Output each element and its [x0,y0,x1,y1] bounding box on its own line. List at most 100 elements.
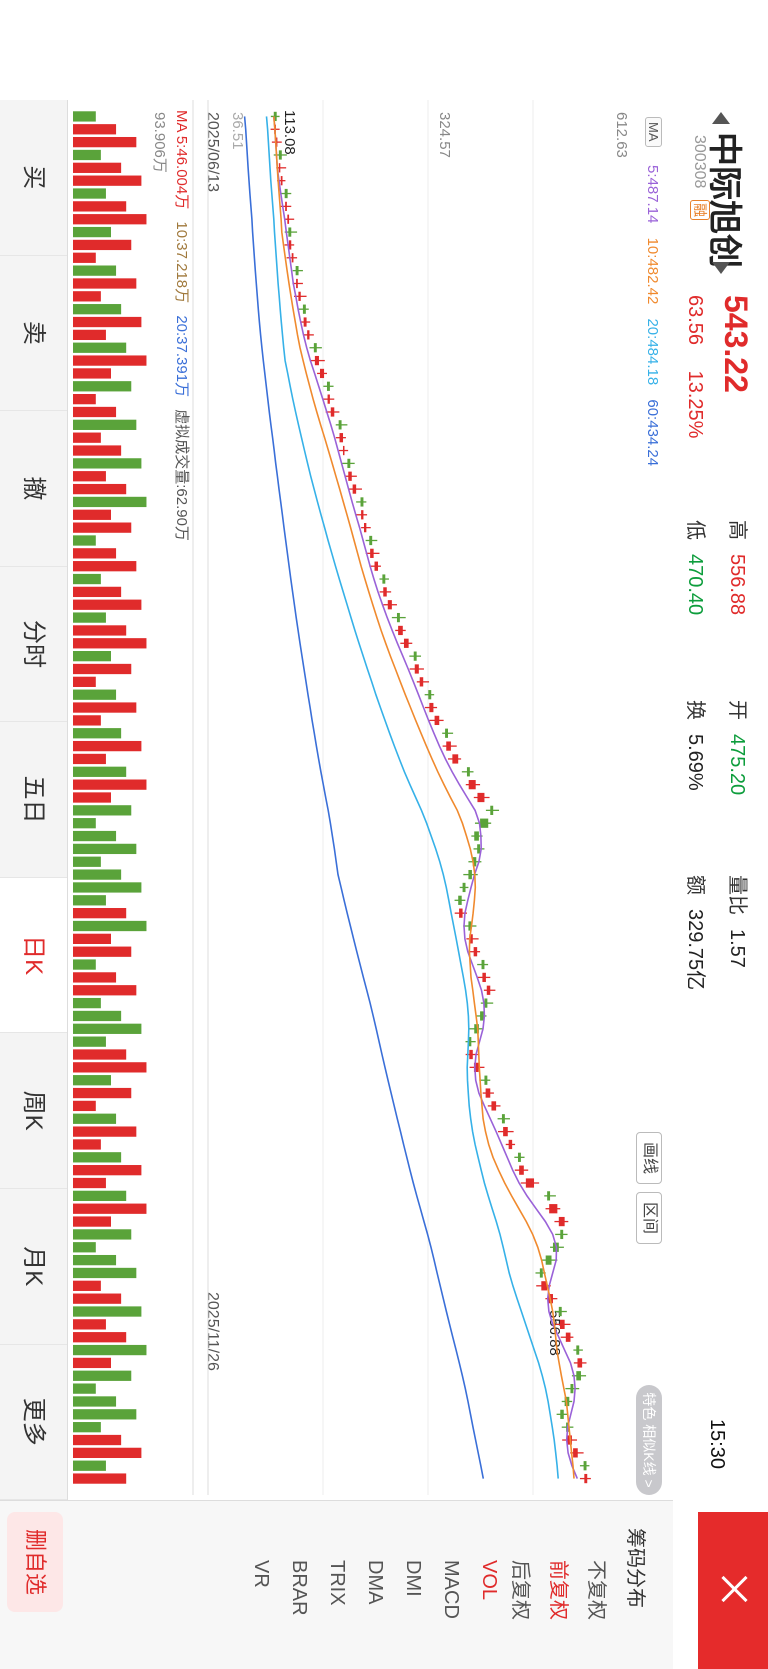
indicator-item[interactable]: VOL [478,1560,500,1601]
volume-bar [73,1126,137,1137]
volume-bar [72,882,142,893]
indicator-item[interactable]: DMI [402,1560,424,1597]
candle-body [558,1216,565,1227]
chip-distribution-button[interactable]: 筹码分布 [624,1528,646,1608]
remove-watchlist-button[interactable]: 删自选 [7,1512,63,1612]
candle-body [570,1383,574,1394]
volume-bar [72,946,132,957]
candle-body [339,433,344,443]
volume-bar [73,985,137,996]
tab-item[interactable]: 撤 [0,411,67,567]
candle-body [369,535,373,546]
volume-bar [73,226,111,238]
candle-body [559,1319,565,1329]
candle-body [278,150,282,160]
turnover-quote: 换 5.69% [683,700,712,791]
candle-body [314,355,319,366]
tab-item[interactable]: 周K [0,1033,67,1189]
ma-values: 5:487.14 10:482.42 20:484.18 60:434.24 [644,165,661,476]
tab-item[interactable]: 月K [0,1188,67,1345]
ma5-value: 5:487.14 [644,165,661,224]
indicator-item[interactable]: DMA [364,1560,386,1605]
candle-body [327,394,330,404]
volume-bar [73,188,106,199]
indicator-item[interactable]: 不复权 [585,1560,607,1620]
volume-bar [72,1242,96,1253]
candle-body [549,1204,558,1214]
volume-bar [73,933,111,944]
volume-bar [72,818,96,829]
candle-body [583,1461,587,1471]
candle-body [469,1049,473,1060]
volume-bar [73,136,137,148]
volume-bar [72,740,142,752]
volume-bar [73,1473,127,1484]
tab-item[interactable]: 卖 [0,255,67,412]
indicator-item[interactable]: TRIX [326,1560,348,1606]
tab-item[interactable]: 更多 [0,1344,67,1501]
indicator-item[interactable]: 后复权 [509,1560,531,1620]
candle-body [319,368,325,379]
open-quote: 开 475.20 [725,700,754,795]
volume-bar [73,162,122,173]
volume-bar [72,432,101,443]
ma-selector-button[interactable]: MA [645,117,662,147]
candle-body [445,728,448,738]
candle-body [452,754,459,764]
indicator-item[interactable]: MACD [440,1560,462,1619]
candle-body [576,1371,581,1381]
candle-body [342,445,345,456]
candle-body [295,266,299,276]
candle-body [459,908,463,918]
tab-item[interactable]: 买 [0,100,67,256]
volume-bar [73,869,122,880]
volume-bar [73,483,127,495]
candle-body [484,998,488,1008]
volume-bar [72,381,132,392]
volume-bar [73,471,106,482]
prev-stock-icon[interactable] [712,112,730,124]
open-label: 开 [726,700,748,720]
volume-bar [73,201,127,212]
volume-bar [72,1100,96,1112]
candle-body [519,1165,524,1175]
volume-bar [73,1036,106,1047]
volume-bar [73,586,122,598]
tab-item[interactable]: 分时 [0,566,67,723]
volume-bar [73,843,137,855]
range-button[interactable]: 区间 [636,1192,662,1244]
volume-bar [73,1332,127,1343]
candle-body [517,1152,521,1162]
candle-body [313,343,317,353]
volume-bar [72,1280,101,1291]
volume-bar [72,599,142,610]
indicator-item[interactable]: VR [250,1560,272,1588]
similar-kline-button[interactable]: 特色 相似K线 > [636,1385,662,1495]
volume-bar [72,972,117,983]
draw-line-button[interactable]: 画线 [636,1132,662,1184]
next-stock-icon[interactable] [712,262,730,274]
candle-body [387,600,392,610]
tab-item[interactable]: 日K [0,877,67,1034]
volume-bar [73,728,122,739]
candle-body [419,677,424,687]
indicator-item[interactable]: 前复权 [547,1560,569,1620]
kline-chart[interactable] [68,100,638,1495]
volume-bar [73,329,106,341]
volume-bar [72,997,101,1009]
volume-bar [72,124,117,135]
candle-body [486,985,491,995]
volume-bar [72,111,96,122]
stock-name: 中际旭创 [705,132,743,268]
close-button[interactable] [698,1512,768,1669]
volume-bar [73,1177,106,1189]
volume-bar [72,1139,101,1150]
volume-bar [73,1409,137,1420]
volume-bar [72,252,96,263]
volume-bar [72,1383,96,1394]
candle-body [573,1448,578,1458]
candle-body [347,458,351,469]
indicator-item[interactable]: BRAR [288,1560,310,1616]
candle-body [560,1229,564,1240]
tab-item[interactable]: 五日 [0,722,67,878]
